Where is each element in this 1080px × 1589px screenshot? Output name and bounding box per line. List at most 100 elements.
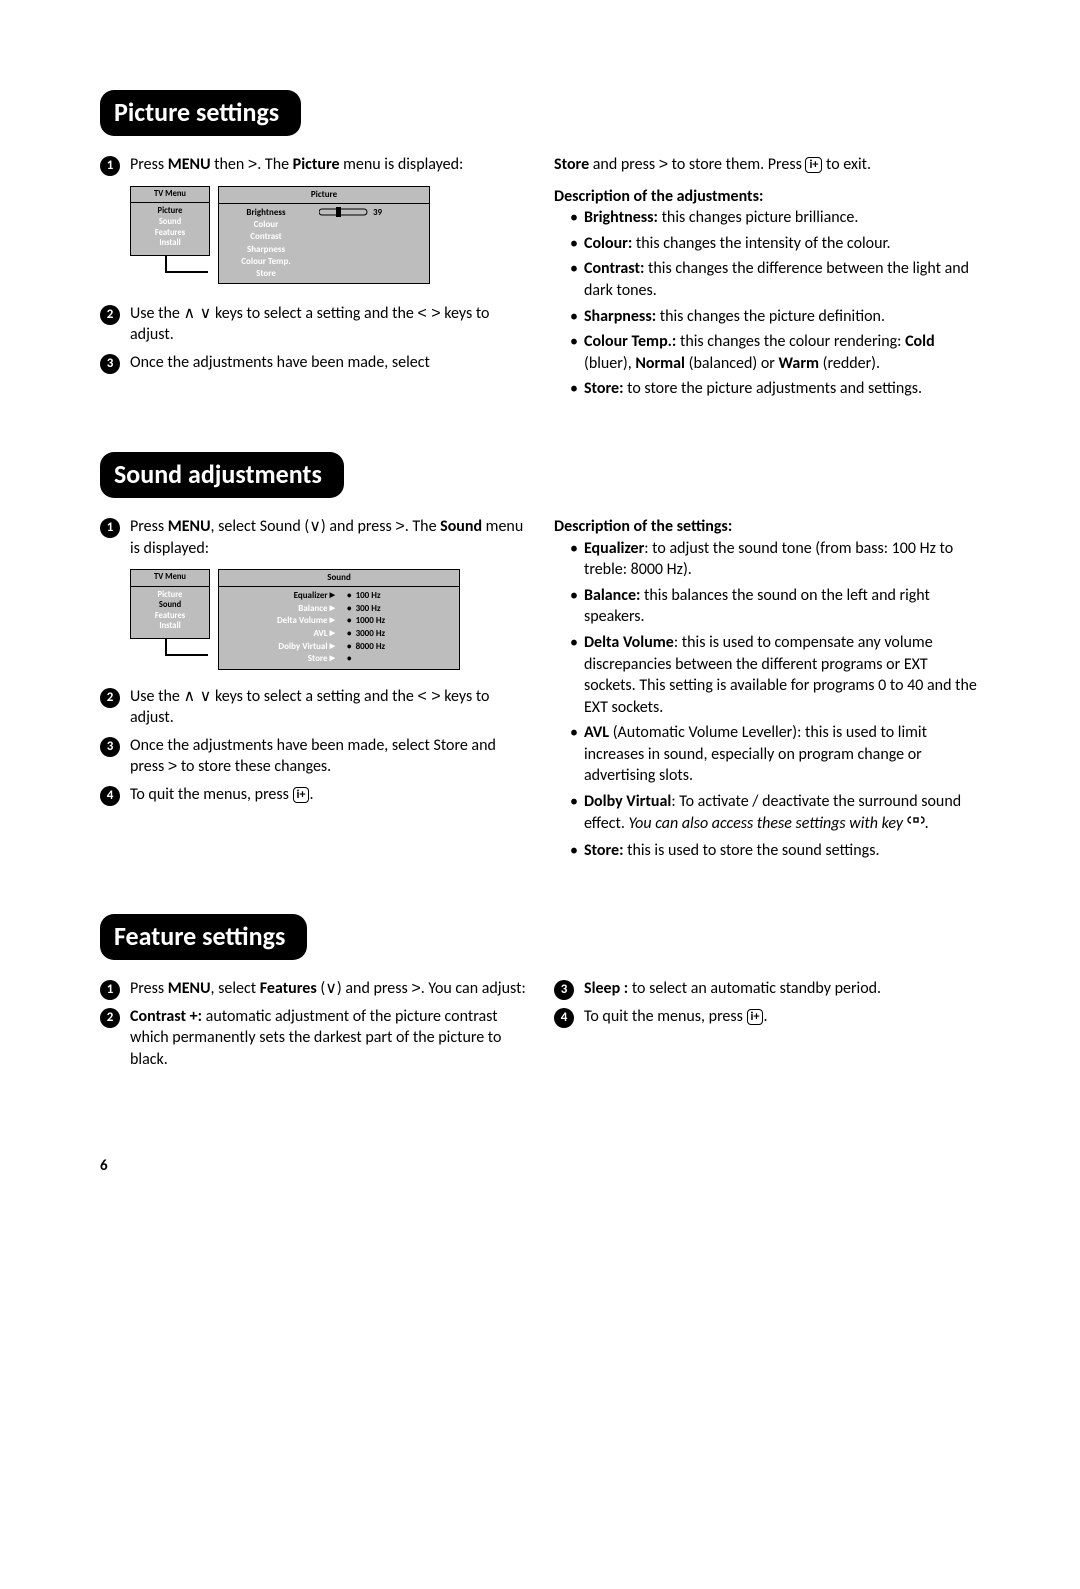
tv-menu-title: TV Menu: [131, 570, 209, 586]
features-step-3: 3 Sleep : to select an automatic standby…: [554, 978, 980, 1000]
menu-item: Dolby Virtual ▶: [219, 641, 335, 654]
features-title: Feature settings: [100, 914, 307, 960]
tv-menu-item: Install: [131, 238, 209, 249]
features-section: Feature settings 1 Press MENU, select Fe…: [100, 914, 980, 1077]
sound-descriptions: Equalizer: to adjust the sound tone (fro…: [554, 538, 980, 862]
desc-title: Description of the settings:: [554, 517, 732, 536]
picture-menu-main: Picture Brightness Colour Contrast Sharp…: [218, 186, 430, 284]
hz-value: • 100 Hz: [347, 590, 385, 603]
tv-menu-item: Picture: [131, 590, 209, 601]
sound-section: Sound adjustments 1 Press MENU, select S…: [100, 452, 980, 866]
hz-value: •: [347, 653, 385, 666]
menu-item: Sharpness: [219, 244, 313, 256]
step-number: 1: [100, 980, 120, 1000]
step-text: Press MENU then >. The Picture menu is d…: [130, 154, 463, 176]
step-number: 1: [100, 156, 120, 176]
features-left-col: 1 Press MENU, select Features (∨) and pr…: [100, 978, 526, 1077]
tv-menu-item: Features: [131, 611, 209, 622]
description-item: Equalizer: to adjust the sound tone (fro…: [570, 538, 980, 581]
description-item: AVL (Automatic Volume Leveller): this is…: [570, 722, 980, 787]
step-text: Press MENU, select Sound (∨) and press >…: [130, 516, 526, 559]
picture-step-3: 3 Once the adjustments have been made, s…: [100, 352, 526, 374]
step-number: 4: [100, 786, 120, 806]
menu-item: Equalizer ▶: [219, 590, 335, 603]
menu-item: Store ▶: [219, 653, 335, 666]
step-text: Use the ∧ ∨ keys to select a setting and…: [130, 686, 526, 729]
tv-menu-item: Features: [131, 228, 209, 239]
menu-item: Store: [219, 268, 313, 280]
sound-step-2: 2 Use the ∧ ∨ keys to select a setting a…: [100, 686, 526, 729]
sound-step-3: 3 Once the adjustments have been made, s…: [100, 735, 526, 778]
description-item: Contrast: this changes the difference be…: [570, 258, 980, 301]
step-text: Once the adjustments have been made, sel…: [130, 735, 526, 778]
hz-value: • 300 Hz: [347, 603, 385, 616]
menu-item: Colour Temp.: [219, 256, 313, 268]
features-step-4: 4 To quit the menus, press i+.: [554, 1006, 980, 1028]
sound-right-col: Description of the settings: Equalizer: …: [554, 516, 980, 866]
description-item: Brightness: this changes picture brillia…: [570, 207, 980, 229]
picture-descriptions: Brightness: this changes picture brillia…: [554, 207, 980, 400]
picture-left-col: 1 Press MENU then >. The Picture menu is…: [100, 154, 526, 404]
menu-main-title: Sound: [219, 570, 459, 587]
description-item: Colour Temp.: this changes the colour re…: [570, 331, 980, 374]
store-exit-text: Store and press > to store them. Press i…: [554, 154, 980, 176]
menu-item: Colour: [219, 219, 313, 231]
picture-title: Picture settings: [100, 90, 301, 136]
description-item: Store: this is used to store the sound s…: [570, 840, 980, 862]
sound-left-col: 1 Press MENU, select Sound (∨) and press…: [100, 516, 526, 866]
description-item: Colour: this changes the intensity of th…: [570, 233, 980, 255]
connector-line: [130, 639, 208, 665]
picture-section: Picture settings 1 Press MENU then >. Th…: [100, 90, 980, 404]
tv-menu-item: Install: [131, 621, 209, 632]
step-number: 2: [100, 688, 120, 708]
step-text: To quit the menus, press i+.: [130, 784, 314, 806]
step-number: 2: [100, 305, 120, 325]
tv-menu-title: TV Menu: [131, 187, 209, 203]
step-text: Press MENU, select Features (∨) and pres…: [130, 978, 526, 1000]
sound-title: Sound adjustments: [100, 452, 344, 498]
step-text: Sleep : to select an automatic standby p…: [584, 978, 881, 1000]
tv-menu-item: Sound: [131, 217, 209, 228]
menu-item: AVL ▶: [219, 628, 335, 641]
connector-line: [130, 256, 208, 282]
picture-step-1: 1 Press MENU then >. The Picture menu is…: [100, 154, 526, 176]
tv-menu-box: TV Menu Picture Sound Features Install: [130, 569, 210, 639]
step-number: 1: [100, 518, 120, 538]
tv-menu-item: Picture: [131, 206, 209, 217]
menu-item: Balance ▶: [219, 603, 335, 616]
step-number: 3: [100, 354, 120, 374]
description-item: Dolby Virtual: To activate / deactivate …: [570, 791, 980, 836]
step-number: 3: [554, 980, 574, 1000]
slider-value: 39: [373, 207, 382, 219]
desc-title: Description of the adjustments:: [554, 187, 763, 206]
sound-menu-diagram: TV Menu Picture Sound Features Install S…: [130, 569, 526, 672]
step-text: Once the adjustments have been made, sel…: [130, 352, 430, 374]
description-item: Store: to store the picture adjustments …: [570, 378, 980, 400]
step-number: 4: [554, 1008, 574, 1028]
sound-step-4: 4 To quit the menus, press i+.: [100, 784, 526, 806]
features-step-1: 1 Press MENU, select Features (∨) and pr…: [100, 978, 526, 1000]
step-number: 2: [100, 1008, 120, 1028]
features-step-2: 2 Contrast +: automatic adjustment of th…: [100, 1006, 526, 1071]
page-number: 6: [100, 1157, 980, 1175]
slider-icon: [319, 207, 369, 217]
picture-menu-diagram: TV Menu Picture Sound Features Install P…: [130, 186, 526, 289]
picture-step-2: 2 Use the ∧ ∨ keys to select a setting a…: [100, 303, 526, 346]
step-text: Contrast +: automatic adjustment of the …: [130, 1006, 526, 1071]
description-item: Balance: this balances the sound on the …: [570, 585, 980, 628]
hz-value: • 1000 Hz: [347, 615, 385, 628]
menu-item: Contrast: [219, 231, 313, 243]
step-text: To quit the menus, press i+.: [584, 1006, 768, 1028]
description-item: Delta Volume: this is used to compensate…: [570, 632, 980, 718]
hz-value: • 3000 Hz: [347, 628, 385, 641]
sound-step-1: 1 Press MENU, select Sound (∨) and press…: [100, 516, 526, 559]
menu-main-title: Picture: [219, 187, 429, 204]
step-text: Use the ∧ ∨ keys to select a setting and…: [130, 303, 526, 346]
tv-menu-box: TV Menu Picture Sound Features Install: [130, 186, 210, 256]
sound-menu-main: Sound Equalizer ▶ Balance ▶ Delta Volume…: [218, 569, 460, 670]
picture-right-col: Store and press > to store them. Press i…: [554, 154, 980, 404]
features-right-col: 3 Sleep : to select an automatic standby…: [554, 978, 980, 1077]
tv-menu-item: Sound: [131, 600, 209, 611]
manual-page: Picture settings 1 Press MENU then >. Th…: [0, 0, 1080, 1235]
step-number: 3: [100, 737, 120, 757]
